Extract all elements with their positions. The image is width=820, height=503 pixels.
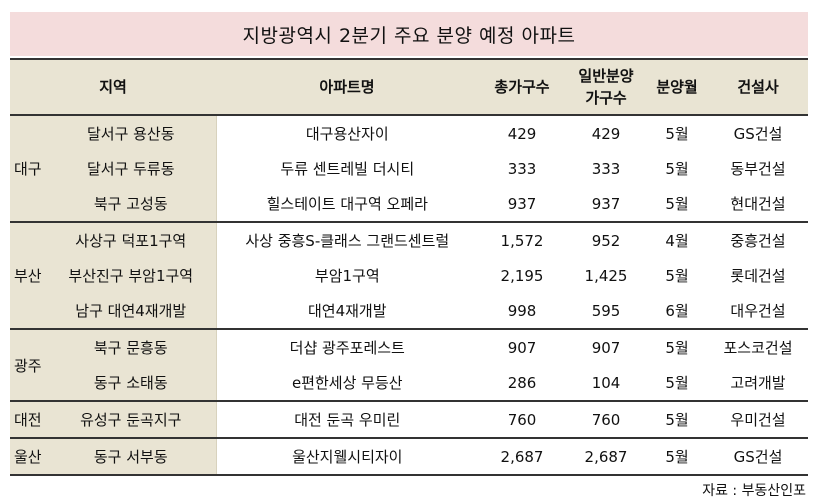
general-units-cell: 937 — [591, 194, 621, 213]
header-general-line2: 가구수 — [585, 89, 627, 107]
area-cell: 달서구 용산동 — [46, 114, 217, 151]
builder-cell: 포스코건설 — [708, 328, 809, 365]
general-units-cell: 429 — [566, 114, 647, 151]
area-cell: 사상구 덕포1구역 — [46, 221, 217, 258]
general-units-cell: 595 — [591, 301, 621, 320]
apartment-table: 지역 아파트명 총가구수 일반분양 가구수 분양월 건설사 대구 달서구 용산동 대… — [10, 58, 809, 476]
header-builder: 건설사 — [708, 58, 809, 116]
apt-name-cell: 사상 중흥S-클래스 그랜드센트럴 — [215, 221, 479, 258]
total-units-cell: 286 — [507, 373, 537, 392]
table-row: 남구 대연4재개발 대연4재개발 998 595 6월 대우건설 — [10, 293, 808, 329]
table-row: 울산 동구 서부동 울산지웰시티자이 2,687 2,687 5월 GS건설 — [10, 437, 809, 476]
month-cell: 5월 — [665, 160, 689, 178]
builder-cell: GS건설 — [708, 114, 809, 151]
month-cell: 5월 — [665, 374, 689, 392]
apt-name-cell: 대구용산자이 — [215, 114, 479, 151]
builder-cell: 우미건설 — [708, 400, 809, 438]
month-cell: 6월 — [665, 302, 689, 320]
general-units-cell: 333 — [591, 159, 621, 178]
month-cell: 5월 — [646, 328, 709, 365]
header-row: 지역 아파트명 총가구수 일반분양 가구수 분양월 건설사 — [10, 58, 809, 116]
general-units-cell: 104 — [591, 373, 621, 392]
general-units-cell: 2,687 — [566, 437, 647, 476]
area-cell: 북구 고성동 — [46, 186, 217, 222]
apt-name-cell: 힐스테이트 대구역 오페라 — [215, 186, 479, 222]
apt-name-cell: 대연4재개발 — [215, 293, 479, 329]
month-cell: 5월 — [646, 114, 709, 151]
table-row: 부산진구 부암1구역 부암1구역 2,195 1,425 5월 롯데건설 — [10, 258, 808, 293]
header-apt: 아파트명 — [216, 58, 479, 116]
table-row: 부산 사상구 덕포1구역 사상 중흥S-클래스 그랜드센트럴 1,572 952 4월 중흥… — [10, 221, 809, 329]
total-units-cell: 1,572 — [478, 221, 567, 258]
area-cell: 남구 대연4재개발 — [46, 293, 217, 329]
table-title: 지방광역시 2분기 주요 분양 예정 아파트 — [10, 12, 808, 56]
area-cell: 동구 소태동 — [46, 365, 217, 401]
apt-name-cell: 대전 둔곡 우미린 — [215, 400, 479, 438]
area-cell: 북구 문흥동 — [46, 328, 217, 365]
builder-cell: 현대건설 — [730, 195, 786, 213]
area-cell: 부산진구 부암1구역 — [46, 258, 217, 293]
builder-cell: GS건설 — [708, 437, 809, 476]
total-units-cell: 2,687 — [478, 437, 567, 476]
general-units-cell: 907 — [566, 328, 647, 365]
total-units-cell: 998 — [507, 301, 537, 320]
region-cell: 울산 — [10, 437, 46, 476]
total-units-cell: 760 — [478, 400, 567, 438]
apt-name-cell: 부암1구역 — [215, 258, 479, 293]
general-units-cell: 760 — [566, 400, 647, 438]
total-units-cell: 937 — [507, 194, 537, 213]
table-row: 대구 달서구 용산동 대구용산자이 429 429 5월 GS건설 — [10, 114, 809, 222]
table-row: 동구 소태동 e편한세상 무등산 286 104 5월 고려개발 — [10, 365, 808, 401]
apt-name-cell: 두류 센트레빌 더시티 — [215, 151, 479, 186]
builder-cell: 동부건설 — [730, 160, 786, 178]
month-cell: 5월 — [665, 267, 689, 285]
table-row: 광주 북구 문흥동 더샵 광주포레스트 907 907 5월 포스코건설 — [10, 328, 809, 401]
month-cell: 5월 — [646, 437, 709, 476]
table-body: 대구 달서구 용산동 대구용산자이 429 429 5월 GS건설 달서구 두류동 두류 센트레… — [10, 114, 809, 476]
general-units-cell: 1,425 — [584, 266, 628, 285]
area-cell: 동구 서부동 — [46, 437, 217, 476]
header-area: 지역 — [10, 58, 217, 116]
month-cell: 4월 — [646, 221, 709, 258]
source-note: 자료 : 부동산인포 — [702, 483, 806, 499]
header-general: 일반분양 가구수 — [566, 58, 647, 116]
area-cell: 달서구 두류동 — [46, 151, 217, 186]
region-cell: 대구 — [10, 114, 46, 222]
table-row: 대전 유성구 둔곡지구 대전 둔곡 우미린 760 760 5월 우미건설 — [10, 400, 809, 438]
apt-name-cell: 울산지웰시티자이 — [215, 437, 479, 476]
apt-name-cell: e편한세상 무등산 — [215, 365, 479, 401]
total-units-cell: 429 — [478, 114, 567, 151]
general-units-cell: 952 — [566, 221, 647, 258]
builder-cell: 중흥건설 — [708, 221, 809, 258]
month-cell: 5월 — [646, 400, 709, 438]
table-row: 달서구 두류동 두류 센트레빌 더시티 333 333 5월 동부건설 — [10, 151, 808, 186]
builder-cell: 대우건설 — [730, 302, 786, 320]
table-row: 북구 고성동 힐스테이트 대구역 오페라 937 937 5월 현대건설 — [10, 186, 808, 222]
header-month: 분양월 — [646, 58, 709, 116]
region-cell: 광주 — [10, 328, 46, 401]
total-units-cell: 333 — [507, 159, 537, 178]
total-units-cell: 907 — [478, 328, 567, 365]
month-cell: 5월 — [665, 195, 689, 213]
apt-name-cell: 더샵 광주포레스트 — [215, 328, 479, 365]
area-cell: 유성구 둔곡지구 — [46, 400, 217, 438]
region-cell: 부산 — [10, 221, 46, 329]
builder-cell: 고려개발 — [730, 374, 786, 392]
header-total: 총가구수 — [478, 58, 567, 116]
builder-cell: 롯데건설 — [730, 267, 786, 285]
total-units-cell: 2,195 — [500, 266, 544, 285]
region-cell: 대전 — [10, 400, 46, 438]
header-general-line1: 일반분양 — [578, 67, 634, 85]
